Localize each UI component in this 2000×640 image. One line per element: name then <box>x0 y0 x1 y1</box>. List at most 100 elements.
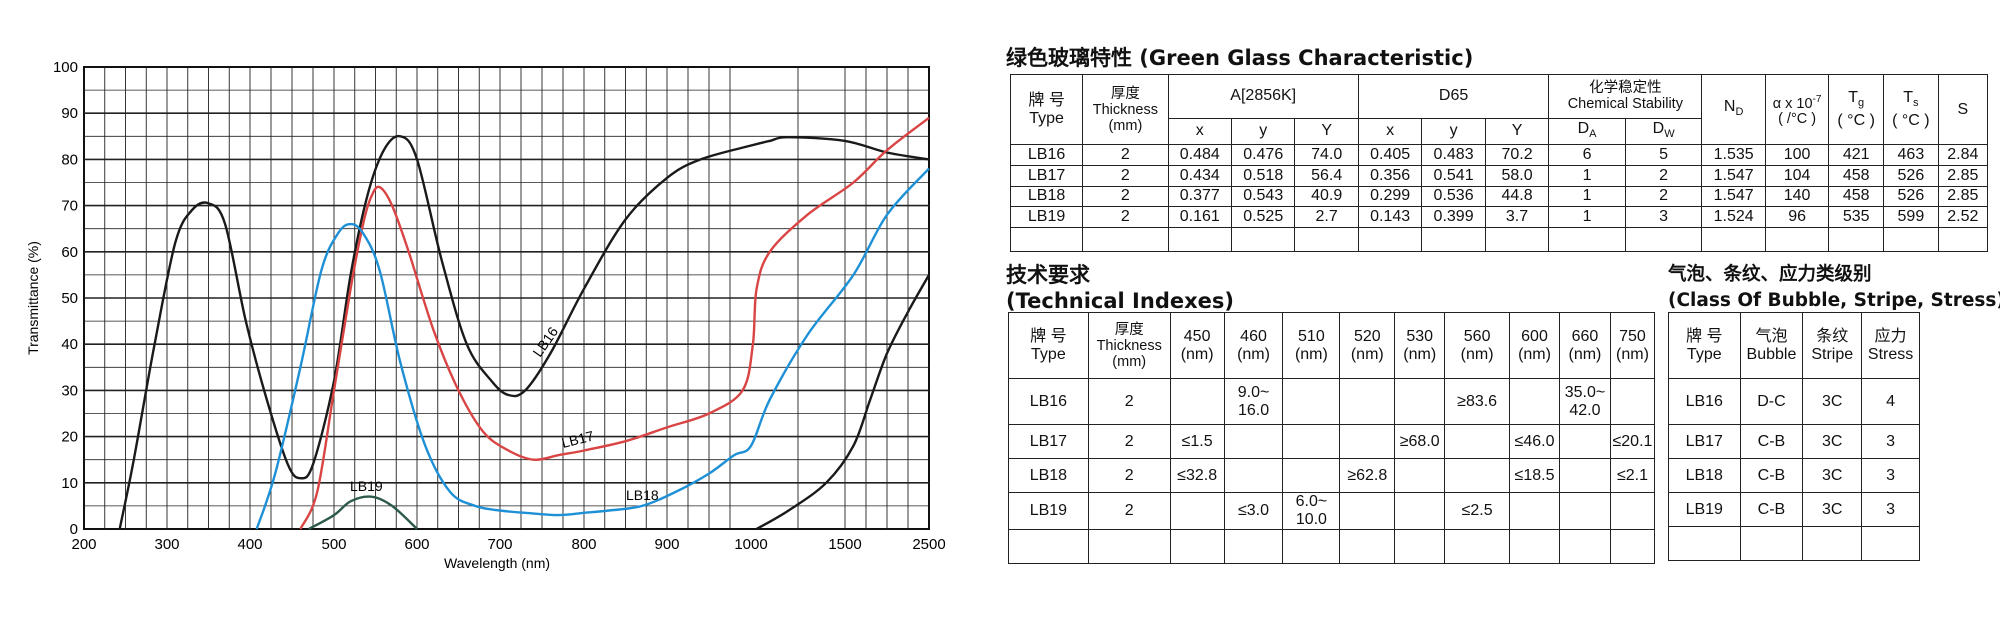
table-cell: C-B <box>1739 458 1804 493</box>
table-cell: LB19 <box>1008 492 1089 530</box>
table-cell: 0.543 <box>1230 185 1296 208</box>
table-cell: LB16 <box>1009 144 1084 166</box>
y-tick-labels: 0 10 20 30 40 50 60 70 80 90 100 <box>53 59 78 538</box>
table-cell <box>1444 458 1511 493</box>
table-cell: 2.7 <box>1294 206 1359 228</box>
table-cell: 3 <box>1861 458 1920 493</box>
table-cell: 2.84 <box>1937 144 1989 166</box>
series-line-lb18 <box>255 167 930 530</box>
header-stripe: 条纹 Stripe <box>1802 312 1863 379</box>
table-cell: 0.299 <box>1357 185 1423 208</box>
header-d-x: x <box>1357 117 1423 146</box>
table-cell <box>1169 492 1225 530</box>
table-row-empty <box>1668 526 1920 561</box>
table-cell: 2.85 <box>1937 164 1989 187</box>
table-cell: 2 <box>1087 492 1171 530</box>
table-cell: 3 <box>1861 424 1920 459</box>
header-s: S <box>1937 73 1989 146</box>
table-cell: 44.8 <box>1484 185 1550 208</box>
table-cell: 9.0~ 16.0 <box>1223 378 1284 425</box>
header-a-Y: Y <box>1294 117 1359 146</box>
table-cell: 1.524 <box>1701 206 1766 228</box>
table-cell: 2 <box>1087 424 1171 459</box>
stress-class-title: 气泡、条纹、应力类级别 (Class Of Bubble, Stripe, Str… <box>1668 264 2000 311</box>
table-cell <box>1394 458 1446 493</box>
chart-grid <box>84 67 929 529</box>
table-cell: 0.161 <box>1167 206 1232 228</box>
table-cell: 0.356 <box>1357 164 1423 187</box>
table-cell: 104 <box>1764 164 1830 187</box>
table-cell: 58.0 <box>1484 164 1550 187</box>
table-cell: ≤1.5 <box>1169 424 1225 459</box>
table-cell: ≤20.1 <box>1609 424 1656 459</box>
table-cell: LB19 <box>1009 206 1084 228</box>
header-wavelength-510: 510 (nm) <box>1282 312 1341 379</box>
table-cell: 3C <box>1802 424 1863 459</box>
technical-indexes-title: 技术要求 (Technical Indexes) <box>1006 263 1234 313</box>
table-cell: LB18 <box>1009 185 1084 208</box>
header-type: 牌 号 Type <box>1008 312 1089 379</box>
y-tick-label: 90 <box>61 105 78 122</box>
table-cell: ≤3.0 <box>1223 492 1284 530</box>
table-cell <box>1282 378 1341 425</box>
table-row: LB18 C-B 3C 3 <box>1668 458 1920 493</box>
x-tick-label: 2500 <box>912 536 945 553</box>
y-tick-label: 60 <box>61 244 78 261</box>
header-d-y: y <box>1421 117 1486 146</box>
table-cell: 3.7 <box>1484 206 1550 228</box>
table-cell: 56.4 <box>1294 164 1359 187</box>
table-cell: C-B <box>1739 424 1804 459</box>
table-cell: 0.536 <box>1421 185 1486 208</box>
table-cell <box>1509 378 1560 425</box>
table-cell: LB17 <box>1668 424 1741 459</box>
header-da: DA <box>1548 117 1626 146</box>
x-tick-label: 900 <box>654 536 679 553</box>
table-cell: 100 <box>1764 144 1830 166</box>
y-tick-label: 70 <box>61 198 78 215</box>
y-tick-label: 40 <box>61 336 78 353</box>
table-cell: 3C <box>1802 492 1863 527</box>
table-cell <box>1282 458 1341 493</box>
table-cell: 0.525 <box>1230 206 1296 228</box>
x-tick-label: 400 <box>237 536 262 553</box>
table-row: LB19 C-B 3C 3 <box>1668 492 1920 527</box>
table-cell: D-C <box>1739 378 1804 425</box>
table-cell <box>1339 378 1396 425</box>
y-axis-label: Transmittance (%) <box>25 241 41 355</box>
table-cell: 35.0~ 42.0 <box>1558 378 1611 425</box>
table-cell: 6 <box>1548 144 1626 166</box>
table-cell: 1.547 <box>1701 185 1766 208</box>
table-cell: ≥62.8 <box>1339 458 1396 493</box>
table-cell: 1 <box>1548 185 1626 208</box>
header-a-y: y <box>1230 117 1296 146</box>
table-row: LB17 2 ≤1.5 ≥68.0 ≤46.0 ≤20.1 <box>1008 424 1656 459</box>
table-row-empty <box>1008 529 1656 564</box>
table-cell: 421 <box>1828 144 1885 166</box>
table-cell: 0.399 <box>1421 206 1486 228</box>
header-bubble: 气泡 Bubble <box>1739 312 1804 379</box>
table-cell: ≤2.5 <box>1444 492 1511 530</box>
table-cell: 3 <box>1861 492 1920 527</box>
table-row-empty <box>1009 226 1989 253</box>
header-wavelength-530: 530 (nm) <box>1394 312 1446 379</box>
header-stress: 应力 Stress <box>1861 312 1920 379</box>
series-line-lb16 <box>118 134 930 530</box>
header-ts: Ts( °C ) <box>1883 73 1939 146</box>
table-cell: 2 <box>1624 164 1703 187</box>
table-row: LB17 2 0.434 0.518 56.4 0.356 0.541 58.0 1 2 1.547… <box>1009 164 1989 187</box>
stress-class-table: 牌 号 Type 气泡 Bubble 条纹 Stripe 应力 Stress LB16 D… <box>1668 312 1920 561</box>
table-cell: ≤18.5 <box>1509 458 1560 493</box>
table-cell: 1 <box>1548 206 1626 228</box>
table-cell: ≥68.0 <box>1394 424 1446 459</box>
y-tick-label: 20 <box>61 429 78 446</box>
y-tick-label: 30 <box>61 382 78 399</box>
table-cell: 3 <box>1624 206 1703 228</box>
table-row: LB18 2 ≤32.8 ≥62.8 ≤18.5 ≤2.1 <box>1008 458 1656 493</box>
header-wavelength-660: 660 (nm) <box>1558 312 1611 379</box>
transmittance-chart: 0 10 20 30 40 50 60 70 80 90 100 200 300 400 500 600 70… <box>25 59 946 571</box>
header-d65: D65 <box>1357 74 1550 119</box>
table-cell <box>1339 492 1396 530</box>
table-cell: 96 <box>1764 206 1830 228</box>
table-cell: 2 <box>1082 144 1169 166</box>
header-tg: Tg( °C ) <box>1828 73 1885 146</box>
